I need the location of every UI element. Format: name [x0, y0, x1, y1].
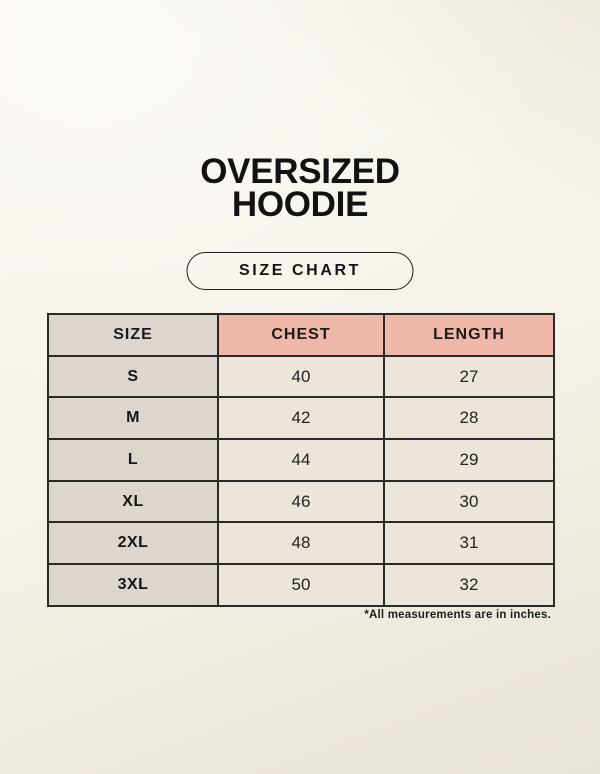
- size-cell: 3XL: [47, 563, 219, 607]
- chest-cell: 46: [217, 479, 385, 524]
- page-title-line2: HOODIE: [231, 185, 369, 224]
- header-size: SIZE: [47, 313, 219, 357]
- size-chart-badge-label: SIZE CHART: [239, 262, 361, 279]
- size-cell: M: [47, 396, 219, 441]
- chest-cell: 48: [217, 521, 385, 566]
- length-cell: 28: [383, 396, 555, 441]
- table-row: XL 46 30: [47, 479, 555, 524]
- table-row: M 42 28: [47, 396, 555, 441]
- size-cell: S: [47, 354, 219, 399]
- measurements-footnote: *All measurements are in inches.: [364, 609, 551, 621]
- header-chest: CHEST: [217, 313, 385, 357]
- chest-cell: 44: [217, 438, 385, 482]
- header-length: LENGTH: [383, 313, 555, 357]
- length-cell: 31: [383, 521, 555, 566]
- table-row: S 40 27: [47, 354, 555, 399]
- length-cell: 32: [383, 563, 555, 607]
- size-cell: L: [47, 438, 219, 482]
- table-row: 2XL 48 31: [47, 521, 555, 566]
- size-chart-badge: SIZE CHART: [186, 252, 414, 290]
- size-chart-table: SIZE CHEST LENGTH S 40 27 M 42 28 L 44 2…: [47, 313, 555, 607]
- page-title-line1: OVERSIZED: [200, 152, 400, 191]
- table-row: L 44 29: [47, 438, 555, 482]
- size-cell: 2XL: [47, 521, 219, 566]
- chest-cell: 42: [217, 396, 385, 441]
- chest-cell: 40: [217, 354, 385, 399]
- table-row: 3XL 50 32: [47, 563, 555, 607]
- table-header-row: SIZE CHEST LENGTH: [47, 313, 555, 357]
- length-cell: 27: [383, 354, 555, 399]
- page-title: OVERSIZED HOODIE: [0, 152, 600, 224]
- length-cell: 30: [383, 479, 555, 524]
- chest-cell: 50: [217, 563, 385, 607]
- size-cell: XL: [47, 479, 219, 524]
- length-cell: 29: [383, 438, 555, 482]
